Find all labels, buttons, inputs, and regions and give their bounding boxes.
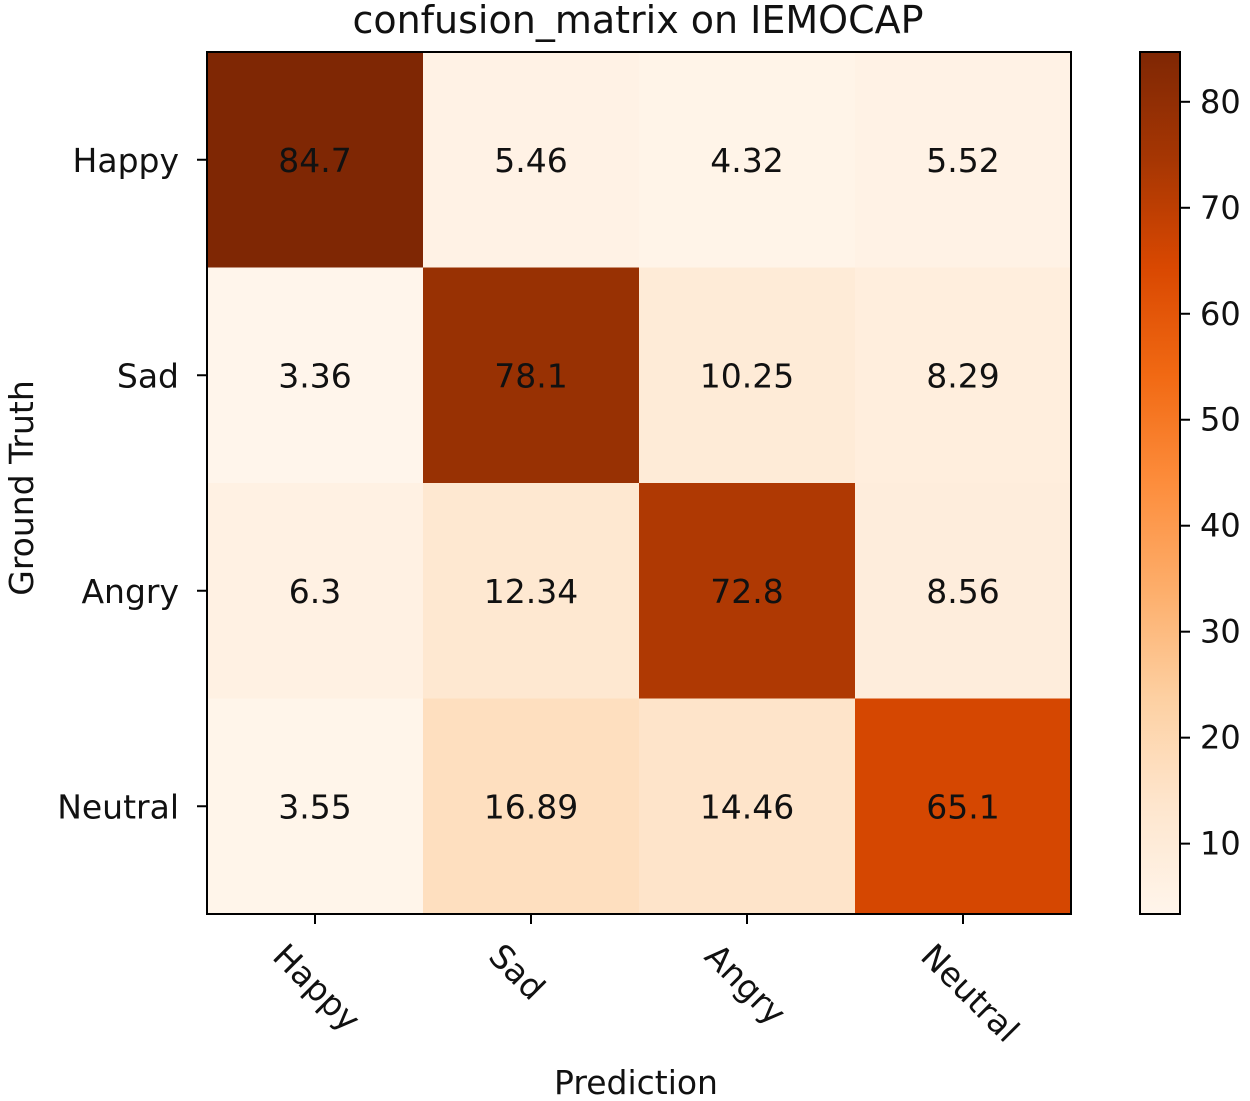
- colorbar-tick-label: 80: [1200, 83, 1241, 121]
- colorbar-tick-label: 10: [1200, 825, 1241, 863]
- colorbar-tick-label: 20: [1200, 719, 1241, 757]
- colorbar-tick-label: 40: [1200, 507, 1241, 545]
- heatmap-cell: [423, 483, 640, 699]
- cell-value-label: 72.8: [710, 572, 783, 611]
- cell-value-label: 65.1: [926, 788, 999, 827]
- heatmap-cell: [855, 483, 1072, 699]
- cell-value-label: 14.46: [700, 788, 794, 827]
- heatmap-cells: [207, 52, 1072, 915]
- heatmap-cell: [423, 267, 640, 484]
- cell-value-label: 16.89: [484, 788, 578, 827]
- x-axis-label: Prediction: [554, 1063, 718, 1101]
- colorbar: [1140, 52, 1180, 914]
- colorbar-tick-label: 70: [1200, 189, 1241, 227]
- colorbar-tick-label: 60: [1200, 295, 1241, 333]
- heatmap-cell: [207, 698, 424, 915]
- colorbar-tick-label: 50: [1200, 401, 1241, 439]
- heatmap-cell: [207, 52, 424, 268]
- cell-value-label: 78.1: [494, 357, 567, 396]
- chart-title: confusion_matrix on IEMOCAP: [352, 0, 923, 42]
- y-axis-label: Ground Truth: [2, 380, 41, 596]
- colorbar-frame: [1139, 51, 1181, 915]
- heatmap-cell: [423, 52, 640, 268]
- heatmap-cell: [423, 698, 640, 915]
- x-tick-label: Sad: [481, 936, 553, 1008]
- heatmap-cell-labels: 84.7 5.46 4.32 5.52 3.36 78.1 10.25 8.29 6.3 12.3…: [278, 141, 999, 827]
- colorbar-ticks: 10 20 30 40 50 60 70 80: [1180, 83, 1241, 863]
- y-tick-label: Angry: [81, 572, 179, 611]
- plot-frame: [206, 51, 1072, 915]
- x-tick-label: Neutral: [913, 936, 1027, 1050]
- heatmap-cell: [207, 483, 424, 699]
- cell-value-label: 10.25: [700, 357, 794, 396]
- colorbar-tick-label: 30: [1200, 613, 1241, 651]
- cell-value-label: 6.3: [289, 572, 341, 611]
- heatmap-cell: [639, 267, 856, 484]
- heatmap-cell: [639, 698, 856, 915]
- cell-value-label: 8.56: [926, 572, 999, 611]
- y-tick-label: Neutral: [57, 787, 179, 826]
- cell-value-label: 4.32: [710, 141, 783, 180]
- heatmap-cell: [639, 52, 856, 268]
- heatmap-cell: [207, 267, 424, 484]
- cell-value-label: 84.7: [278, 141, 351, 180]
- y-tick-label: Happy: [73, 141, 179, 180]
- heatmap-cell: [855, 698, 1072, 915]
- cell-value-label: 5.46: [494, 141, 567, 180]
- cell-value-label: 3.55: [278, 788, 351, 827]
- heatmap-cell: [639, 483, 856, 699]
- x-axis-ticks: Happy Sad Angry Neutral: [265, 914, 1027, 1050]
- heatmap-cell: [855, 52, 1072, 268]
- heatmap-cell: [855, 267, 1072, 484]
- x-tick-label: Happy: [265, 936, 368, 1039]
- cell-value-label: 5.52: [926, 141, 999, 180]
- y-axis-ticks: Happy Sad Angry Neutral: [57, 141, 207, 826]
- cell-value-label: 3.36: [278, 357, 351, 396]
- cell-value-label: 8.29: [926, 357, 999, 396]
- y-tick-label: Sad: [117, 356, 179, 395]
- x-tick-label: Angry: [697, 936, 794, 1033]
- cell-value-label: 12.34: [484, 572, 578, 611]
